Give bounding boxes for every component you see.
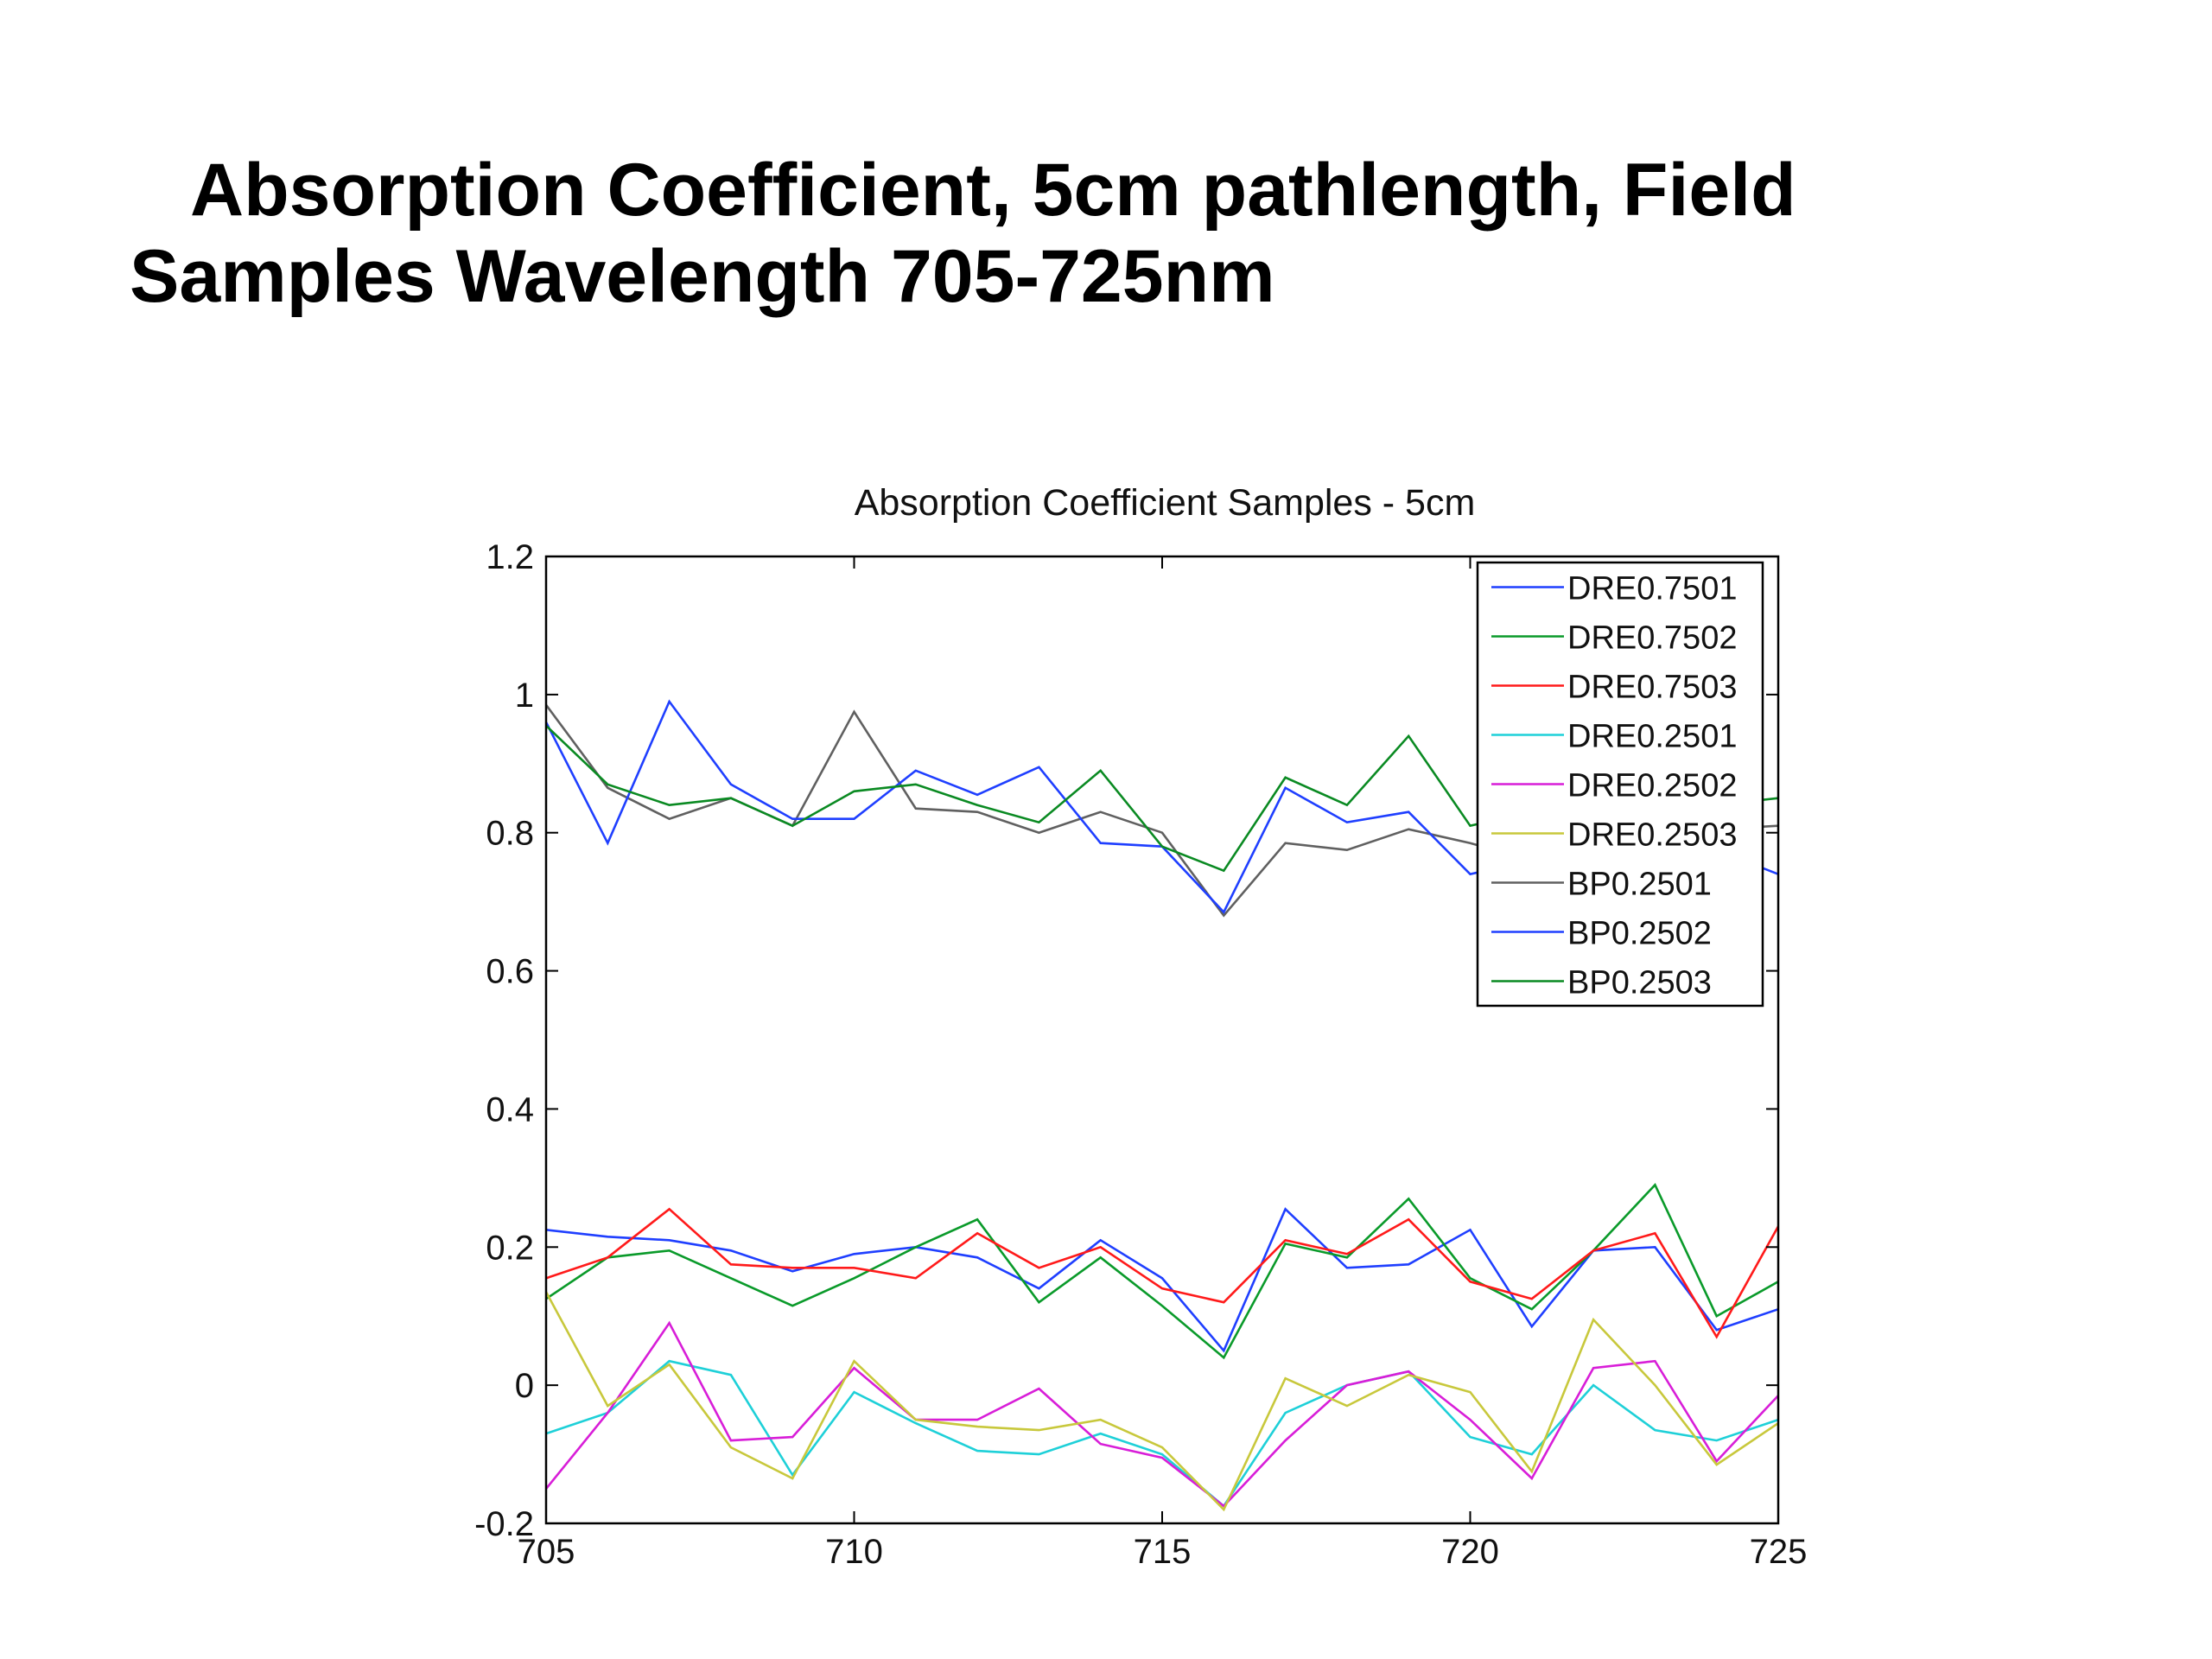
x-tick-label: 725: [1750, 1533, 1808, 1571]
series-line-DRE0.7501: [545, 1207, 1779, 1353]
y-tick-label: 0.4: [486, 1090, 534, 1128]
series-line-DRE0.7502: [545, 1183, 1779, 1360]
y-tick-label: 0.8: [486, 815, 534, 853]
series-line-DRE0.2503: [544, 1291, 1779, 1512]
slide-title-line-2: Samples Wavelength 705-725nm: [130, 235, 1275, 318]
x-tick-label: 705: [518, 1533, 575, 1571]
legend-label: DRE0.2503: [1567, 817, 1737, 854]
legend-label: DRE0.2502: [1567, 768, 1737, 804]
y-tick-label: 1.2: [486, 538, 534, 576]
axes: 705 710 715 720 725 -0.2 0 0.2 0.4 0.6 0.8 1 1.2: [474, 538, 1807, 1571]
series-line-DRE0.2501: [545, 1359, 1779, 1508]
chart-title: Absorption Coefficient Samples - 5cm: [855, 482, 1476, 524]
y-tick-label: 0.6: [486, 953, 534, 991]
x-tick-label: 720: [1441, 1533, 1499, 1571]
legend-label: DRE0.7501: [1567, 571, 1737, 607]
series-line-DRE0.2502: [544, 1320, 1779, 1508]
legend: DRE0.7501 DRE0.7502 DRE0.7503 DRE0.2501 DRE0…: [1476, 561, 1764, 1007]
x-tick-label: 710: [825, 1533, 883, 1571]
y-tick-label: -0.2: [474, 1505, 534, 1543]
series-line-DRE0.7503: [545, 1207, 1780, 1339]
legend-label: DRE0.7503: [1567, 670, 1737, 706]
slide-title: Absorption Coefficient, 5cm pathlength, …: [130, 147, 1858, 320]
legend-label: BP0.2501: [1567, 867, 1712, 903]
y-tick-label: 0.2: [486, 1229, 534, 1267]
legend-label: BP0.2503: [1567, 965, 1712, 1001]
y-tick-label: 1: [515, 677, 534, 715]
legend-label: BP0.2502: [1567, 916, 1712, 952]
y-tick-label: 0: [515, 1367, 534, 1405]
legend-label: DRE0.7502: [1567, 620, 1737, 657]
legend-label: DRE0.2501: [1567, 719, 1737, 755]
slide-title-line-1: Absorption Coefficient, 5cm pathlength, …: [190, 149, 1796, 232]
x-tick-label: 715: [1134, 1533, 1192, 1571]
